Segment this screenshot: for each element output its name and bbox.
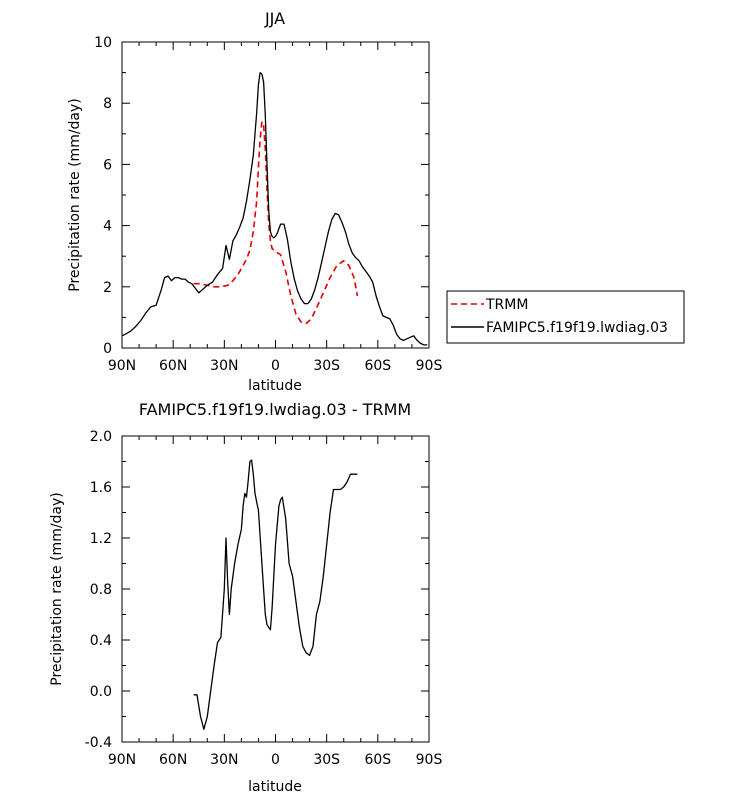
bottom-x-tick-label: 90S: [416, 752, 443, 768]
top-x-tick-label: 30S: [313, 358, 340, 374]
bottom-x-tick-label: 60S: [364, 752, 391, 768]
bottom-x-tick-label: 90N: [108, 752, 136, 768]
bottom-series-line-model: [193, 459, 358, 730]
top-y-tick-label: 10: [94, 35, 112, 51]
bottom-y-tick-label: 0.8: [90, 582, 112, 598]
top-x-tick-label: 60N: [159, 358, 187, 374]
bottom-y-tick-label: 0.4: [90, 633, 112, 649]
top-plot-frame: [121, 41, 430, 349]
top-series-line-model: [121, 71, 428, 346]
bottom-axes: 90N 60N 30N 0 30S 60S 90S -0.4 0.0 0.4 0.8 1.2 1.6 2.…: [85, 429, 443, 768]
legend-label-model: FAMIPC5.f19f19.lwdiag.03: [486, 320, 668, 336]
bottom-series: [193, 459, 358, 730]
top-y-tick-label: 8: [103, 96, 112, 112]
top-y-tick-label: 0: [103, 341, 112, 357]
top-title: JJA: [264, 9, 285, 28]
bottom-y-tick-label: 1.2: [90, 531, 112, 547]
top-x-tick-label: 30N: [210, 358, 238, 374]
bottom-title: FAMIPC5.f19f19.lwdiag.03 - TRMM: [139, 400, 411, 419]
panel-bottom: FAMIPC5.f19f19.lwdiag.03 - TRMM 90N 60N 30…: [49, 400, 442, 795]
top-x-tick-label: 60S: [364, 358, 391, 374]
bottom-x-tick-label: 0: [271, 752, 280, 768]
top-y-axis-label: Precipitation rate (mm/day): [67, 98, 83, 292]
bottom-x-tick-label: 30N: [210, 752, 238, 768]
top-x-tick-label: 90N: [108, 358, 136, 374]
bottom-plot-frame: [121, 435, 430, 743]
legend-box: [446, 290, 685, 344]
top-x-tick-label: 90S: [416, 358, 443, 374]
bottom-y-tick-label: 0.0: [90, 684, 112, 700]
bottom-y-tick-label: -0.4: [85, 735, 112, 751]
top-legend: TRMM FAMIPC5.f19f19.lwdiag.03: [446, 290, 685, 344]
top-y-tick-label: 4: [103, 219, 112, 235]
top-y-tick-label: 2: [103, 280, 112, 296]
legend-label-trmm: TRMM: [485, 297, 528, 313]
top-series: [121, 71, 428, 346]
top-axes: 90N 60N 30N 0 30S 60S 90S 0 2 4 6 8 10: [94, 35, 442, 374]
bottom-x-tick-label: 60N: [159, 752, 187, 768]
top-y-tick-label: 6: [103, 157, 112, 173]
bottom-y-axis-label: Precipitation rate (mm/day): [49, 492, 65, 686]
bottom-x-axis-label: latitude: [248, 779, 302, 795]
bottom-x-tick-label: 30S: [313, 752, 340, 768]
bottom-y-tick-label: 1.6: [90, 480, 112, 496]
bottom-y-tick-label: 2.0: [90, 429, 112, 445]
top-x-tick-label: 0: [271, 358, 280, 374]
top-x-axis-label: latitude: [248, 378, 302, 394]
top-series-line-trmm: [193, 120, 359, 325]
